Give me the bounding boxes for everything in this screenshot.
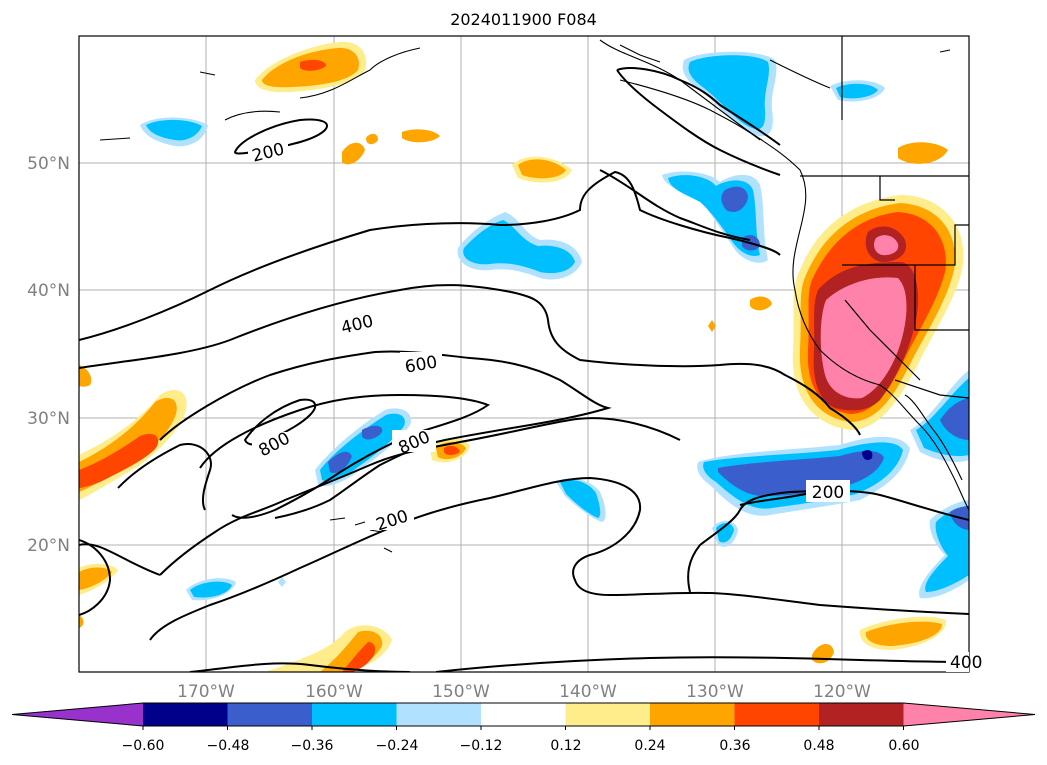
lat-label: 40°N (27, 281, 70, 301)
colorbar-tick-label: −0.36 (291, 738, 334, 754)
colorbar-swatch (396, 703, 482, 726)
colorbar-tick-label: 0.48 (803, 738, 834, 754)
colorbar-tick-label: −0.60 (122, 738, 165, 754)
contour-label: 400 (950, 653, 982, 673)
colorbar-swatch (312, 703, 397, 726)
colorbar-tick-label: −0.48 (207, 738, 250, 754)
height-contours (79, 67, 969, 672)
colorbar-swatch (227, 703, 313, 726)
lon-label: 170°W (177, 682, 235, 702)
colorbar-swatch (481, 703, 566, 726)
political-borders (800, 36, 969, 399)
positive-anomaly-fields (79, 41, 964, 672)
latitude-labels: 50°N 40°N 30°N 20°N (27, 154, 70, 556)
colorbar-extend-low (12, 703, 143, 726)
colorbar-tick-label: 0.24 (634, 738, 665, 754)
colorbar-tick-label: 0.36 (719, 738, 750, 754)
colorbar-tick-label: −0.24 (376, 738, 419, 754)
colorbar-swatch (819, 703, 904, 726)
lat-label: 50°N (27, 154, 70, 174)
map-title: 2024011900 F084 (450, 10, 597, 29)
lon-label: 160°W (305, 682, 363, 702)
lon-label: 150°W (432, 682, 490, 702)
colorbar-tick-label: 0.12 (550, 738, 581, 754)
colorbar-tick-label: −0.12 (460, 738, 503, 754)
colorbar (11, 702, 1036, 730)
coastlines (99, 39, 969, 553)
lon-label: 120°W (813, 682, 871, 702)
colorbar-swatch (734, 703, 820, 726)
colorbar-swatch (565, 703, 651, 726)
lon-label: 130°W (686, 682, 744, 702)
lat-label: 30°N (27, 409, 70, 429)
colorbar-tick-labels: −0.60 −0.48 −0.36 −0.24 −0.12 0.12 0.24 … (122, 738, 920, 754)
map-frame (78, 35, 970, 673)
longitude-labels: 170°W 160°W 150°W 140°W 130°W 120°W (177, 682, 871, 702)
colorbar-swatch (143, 703, 228, 726)
negative-anomaly-fields (140, 51, 969, 601)
colorbar-tick-label: 0.60 (888, 738, 919, 754)
colorbar-swatch (650, 703, 735, 726)
contour-label: 200 (812, 483, 844, 503)
contour-labels: 200 400 600 800 800 200 200 400 (248, 139, 982, 673)
colorbar-extend-high (903, 703, 1035, 726)
lon-label: 140°W (559, 682, 617, 702)
lat-label: 20°N (27, 536, 70, 556)
